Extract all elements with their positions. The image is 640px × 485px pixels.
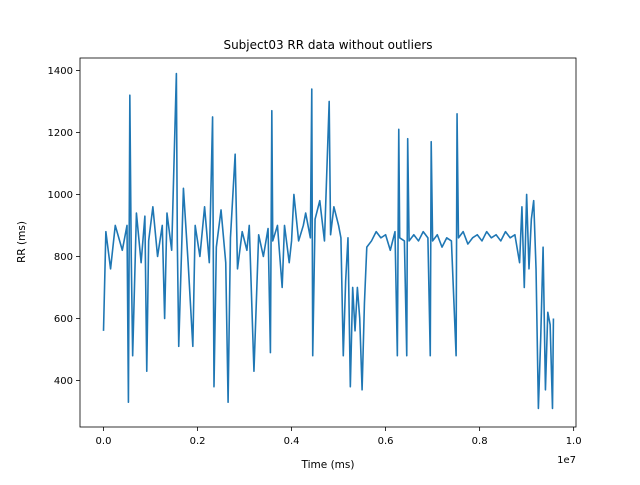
x-tick-label: 0.2: [190, 436, 206, 447]
series-line-0: [102, 72, 555, 410]
y-tick-label: 800: [54, 252, 73, 263]
x-axis-offset-label: 1e7: [557, 455, 576, 466]
x-tick-label: 0.4: [284, 436, 300, 447]
x-tick-label: 0.6: [378, 436, 394, 447]
x-tick-label: 0.0: [96, 436, 112, 447]
x-tick-label: 1.0: [566, 436, 582, 447]
y-axis: 400 600 800 1000 1200 1400: [48, 66, 80, 387]
series-layer: [102, 72, 555, 410]
y-tick-label: 600: [54, 314, 73, 325]
y-tick-label: 1000: [48, 190, 73, 201]
x-tick-label: 0.8: [472, 436, 488, 447]
x-axis-label: Time (ms): [301, 459, 355, 471]
y-tick-label: 1400: [48, 66, 73, 77]
x-axis: 0.0 0.2 0.4 0.6 0.8 1.0: [96, 427, 582, 447]
chart-title: Subject03 RR data without outliers: [223, 38, 432, 52]
y-tick-label: 400: [54, 376, 73, 387]
y-axis-label: RR (ms): [16, 221, 28, 263]
y-tick-label: 1200: [48, 128, 73, 139]
plot-frame: [79, 57, 577, 428]
